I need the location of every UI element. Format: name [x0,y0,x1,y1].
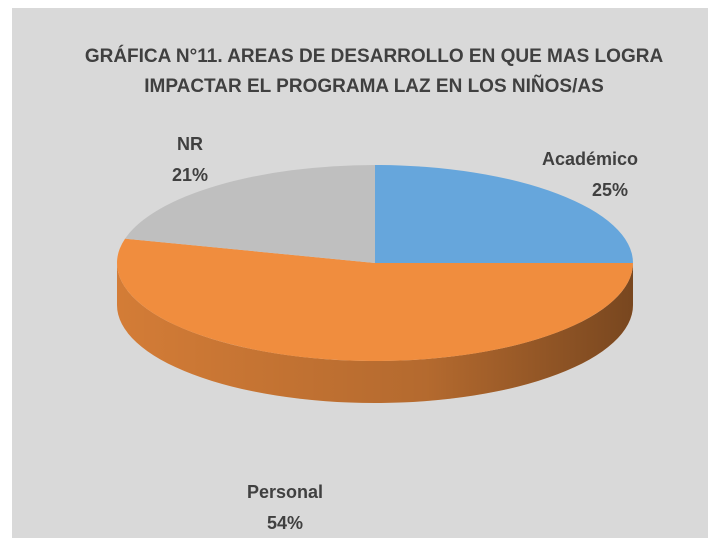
data-label-value: 54% [267,513,303,533]
chart-title: IMPACTAR EL PROGRAMA LAZ EN LOS NIÑOS/AS [144,75,604,97]
slice [375,165,633,263]
chart-title: GRÁFICA N°11. AREAS DE DESARROLLO EN QUE… [85,45,664,67]
slice [116,238,633,362]
slice-side-shade [117,263,633,403]
data-label-value: 21% [172,165,208,185]
data-label-value: 25% [592,180,628,200]
data-label-name: Académico [542,149,638,169]
data-label-name: Personal [247,482,323,502]
data-label-name: NR [177,134,203,154]
slice [125,165,375,263]
